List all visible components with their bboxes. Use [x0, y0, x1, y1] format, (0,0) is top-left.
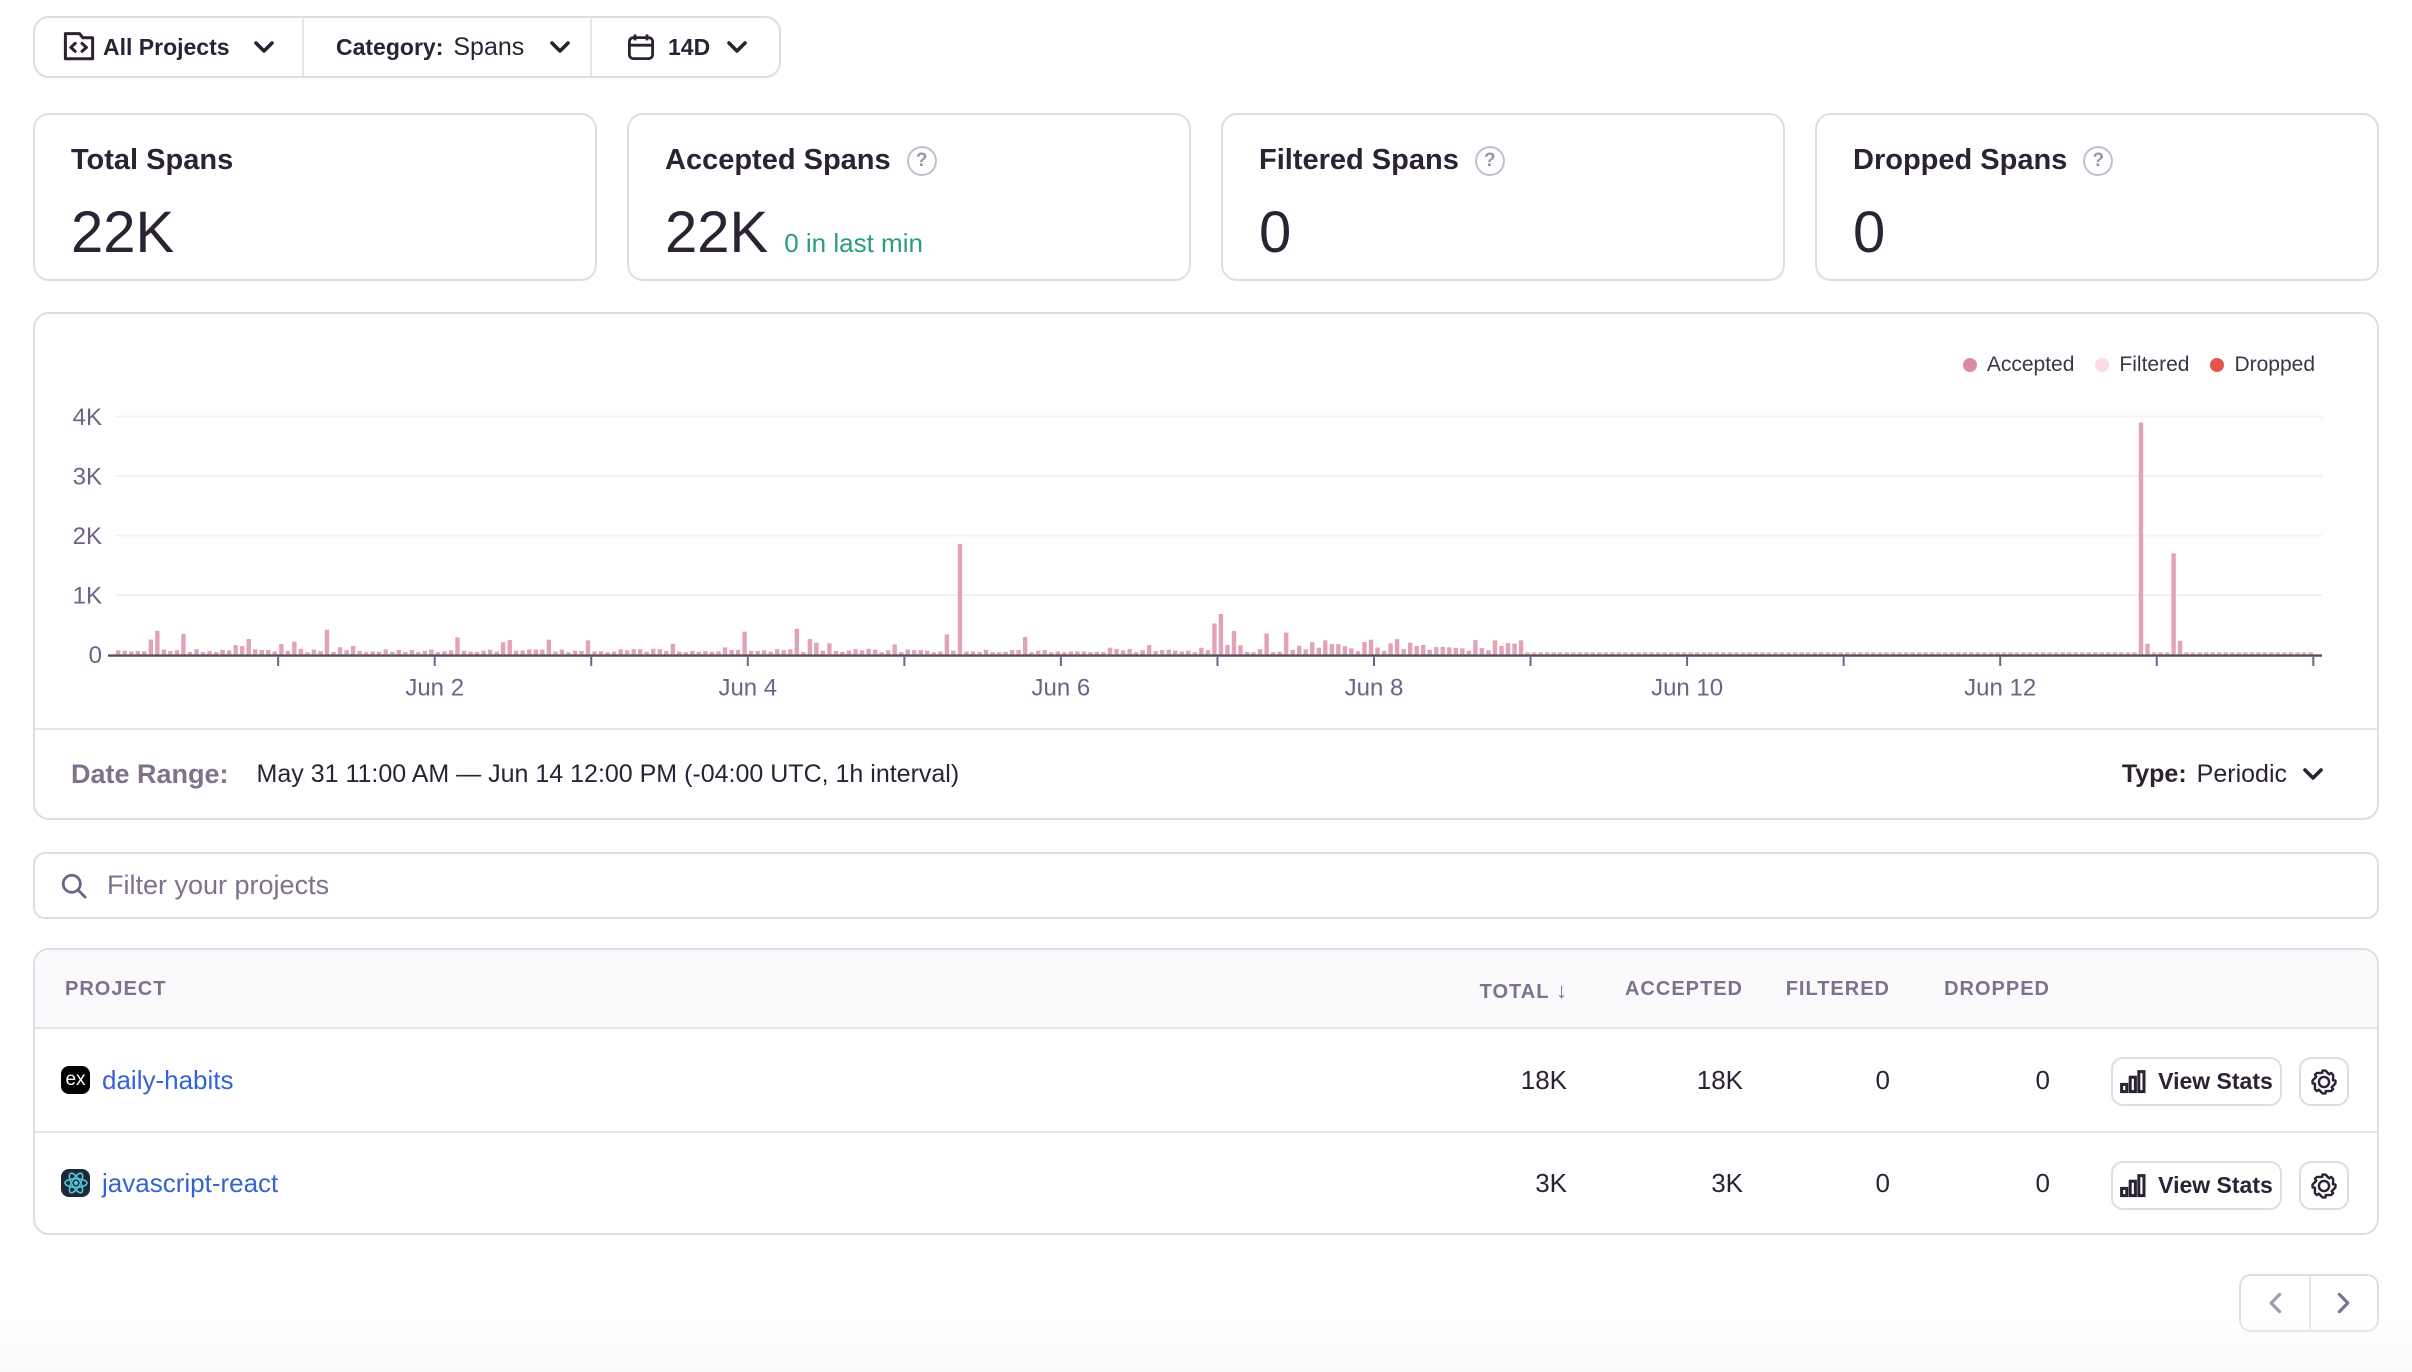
- svg-text:3K: 3K: [73, 463, 102, 490]
- svg-text:1K: 1K: [73, 582, 102, 609]
- svg-text:Jun 2: Jun 2: [405, 674, 464, 701]
- svg-text:Jun 12: Jun 12: [1964, 674, 2036, 701]
- svg-text:Jun 4: Jun 4: [718, 674, 777, 701]
- svg-text:2K: 2K: [73, 523, 102, 550]
- svg-text:4K: 4K: [73, 404, 102, 431]
- svg-text:Jun 8: Jun 8: [1345, 674, 1404, 701]
- svg-text:Jun 10: Jun 10: [1651, 674, 1723, 701]
- svg-text:Jun 6: Jun 6: [1032, 674, 1091, 701]
- svg-text:0: 0: [89, 642, 102, 669]
